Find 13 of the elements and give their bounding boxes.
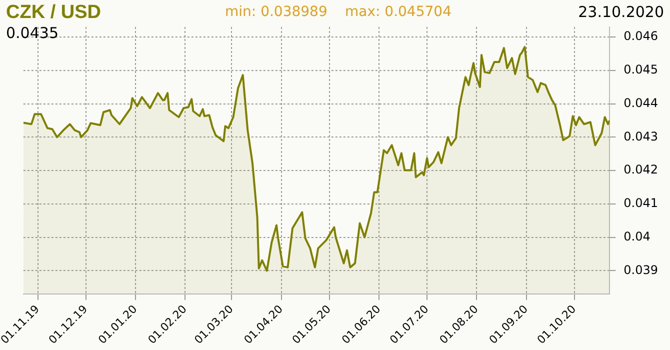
y-tick-label: 0.041 [624,196,658,210]
text: 23.10.2020 [578,3,664,21]
chart-title: CZK / USD [6,2,101,24]
y-tick-label: 0.043 [624,129,658,144]
text: max: 0.045704 [345,4,452,20]
annotation: 0.0435 [6,24,58,42]
y-tick-label: 0.045 [624,62,658,77]
y-tick-label: 0.046 [624,29,658,44]
text: min: 0.038989 [225,4,328,20]
y-tick-label: 0.042 [624,162,658,177]
y-tick-label: 0.04 [624,229,650,244]
y-tick-label: 0.039 [624,262,658,277]
y-tick-label: 0.044 [624,96,658,110]
